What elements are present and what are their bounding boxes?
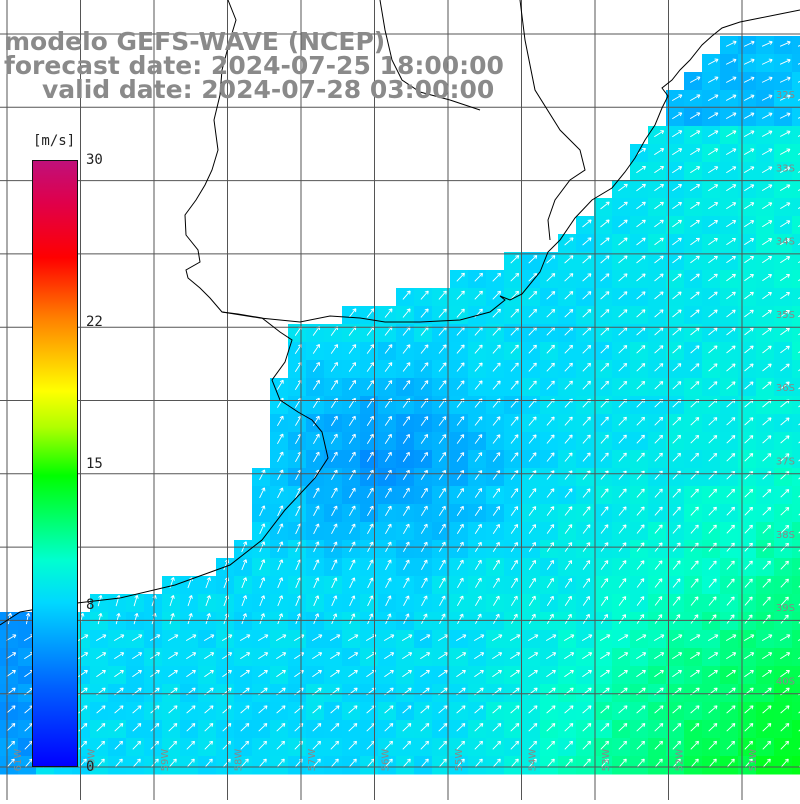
wind-cell: [792, 414, 800, 433]
wind-cell: [792, 198, 800, 217]
wind-cell: [792, 36, 800, 55]
wind-cell: [792, 126, 800, 145]
wind-speed-field: [0, 36, 800, 775]
wind-cell: [792, 630, 800, 649]
wind-cell: [792, 252, 800, 271]
wind-cell: [792, 54, 800, 73]
longitude-label: 54W: [528, 749, 539, 772]
latitude-label: 35S: [776, 310, 795, 321]
wind-cell: [792, 288, 800, 307]
colorbar-unit: [m/s]: [33, 133, 75, 149]
longitude-label: 57W: [307, 749, 318, 772]
wind-cell: [792, 432, 800, 451]
wind-cell: [792, 558, 800, 577]
latitude-label: 37S: [776, 457, 795, 468]
wind-cell: [792, 342, 800, 361]
wind-cell: [792, 648, 800, 667]
latitude-label: 36S: [776, 383, 795, 394]
longitude-label: 61W: [13, 749, 24, 772]
colorbar-tick-label: 30: [86, 152, 103, 168]
latitude-label: 38S: [776, 530, 795, 541]
wind-cell: [792, 576, 800, 595]
wind-cell: [792, 270, 800, 289]
colorbar-tick-label: 15: [86, 456, 103, 472]
land-border: [520, 0, 585, 240]
wind-cell: [792, 360, 800, 379]
wind-cell: [792, 540, 800, 559]
latitude-label: 39S: [776, 603, 795, 614]
wind-cell: [792, 72, 800, 91]
longitude-label: 59W: [160, 749, 171, 772]
longitude-label: 56W: [381, 749, 392, 772]
wind-cell: [792, 756, 800, 775]
wind-cell: [792, 612, 800, 631]
wind-cell: [792, 702, 800, 721]
latitude-label: 33S: [776, 163, 795, 174]
wind-cell: [792, 144, 800, 163]
latitude-label: 40S: [776, 676, 795, 687]
wind-cell: [792, 108, 800, 127]
wind-cell: [792, 396, 800, 415]
longitude-label: 51W: [748, 749, 759, 772]
wind-cell: [792, 720, 800, 739]
wind-cell: [792, 486, 800, 505]
colorbar-tick-label: 0: [86, 759, 94, 775]
longitude-label: 53W: [601, 749, 612, 772]
longitude-label: 55W: [454, 749, 465, 772]
wind-cell: [792, 216, 800, 235]
land-border: [380, 0, 480, 110]
longitude-label: 58W: [234, 749, 245, 772]
wind-cell: [792, 738, 800, 757]
wind-cell: [792, 504, 800, 523]
latitude-label: 34S: [776, 237, 795, 248]
colorbar-tick-label: 22: [86, 314, 103, 330]
wind-cell: [792, 468, 800, 487]
wind-cell: [792, 180, 800, 199]
latitude-label: 32S: [776, 90, 795, 101]
longitude-label: 52W: [675, 749, 686, 772]
colorbar-tick-label: 8: [86, 597, 94, 613]
colorbar: [32, 160, 78, 767]
